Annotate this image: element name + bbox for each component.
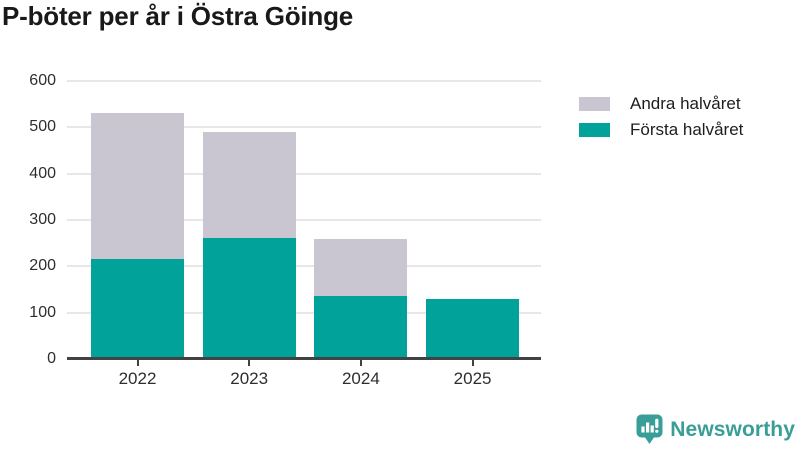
x-axis-tick-2023 (248, 360, 251, 366)
bar-2025-första (426, 298, 520, 359)
gridline-300 (67, 219, 541, 221)
legend-item-första: Första halvåret (579, 120, 743, 140)
gridline-500 (67, 126, 541, 129)
y-axis-label-500: 500 (29, 118, 56, 136)
bar-2022-första (91, 259, 184, 359)
gridline-600 (67, 80, 541, 82)
legend: Andra halvåret Första halvåret (579, 94, 743, 146)
gridline-100 (67, 311, 541, 314)
y-axis-label-600: 600 (29, 72, 56, 89)
bar-2024-andra (314, 239, 408, 297)
gridline-200 (67, 265, 541, 268)
newsworthy-logo-icon (636, 414, 663, 444)
chart-title: P-böter per år i Östra Göinge (2, 1, 354, 31)
brand-name: Newsworthy (670, 417, 795, 441)
x-axis-tick-2024 (359, 360, 362, 366)
bar-2023-första (202, 237, 296, 359)
x-axis-label-2022: 2022 (118, 369, 157, 388)
bar-2022-andra (91, 113, 184, 260)
x-axis-tick-2025 (471, 360, 474, 366)
x-axis-label-2023: 2023 (230, 369, 269, 388)
legend-swatch-första (579, 123, 610, 137)
gridline-400 (67, 172, 541, 175)
y-axis-label-300: 300 (29, 211, 56, 228)
x-axis-label-2025: 2025 (453, 369, 492, 388)
plot-area: 2022 2023 2024 2025 (67, 80, 541, 388)
y-axis-label-200: 200 (29, 257, 56, 275)
bar-2023-andra (202, 131, 296, 238)
legend-label-andra: Andra halvåret (630, 94, 741, 113)
x-axis-tick-2022 (136, 360, 139, 366)
legend-label-första: Första halvåret (630, 120, 744, 139)
brand-footer: Newsworthy (636, 414, 795, 445)
y-axis-label-100: 100 (29, 303, 56, 321)
legend-item-andra: Andra halvåret (579, 94, 743, 114)
legend-swatch-andra (579, 97, 610, 111)
y-axis-label-0: 0 (47, 350, 56, 367)
bar-2024-första (314, 296, 408, 359)
y-axis-label-400: 400 (29, 164, 56, 182)
x-axis-label-2024: 2024 (341, 369, 380, 388)
x-axis-line (67, 357, 541, 360)
